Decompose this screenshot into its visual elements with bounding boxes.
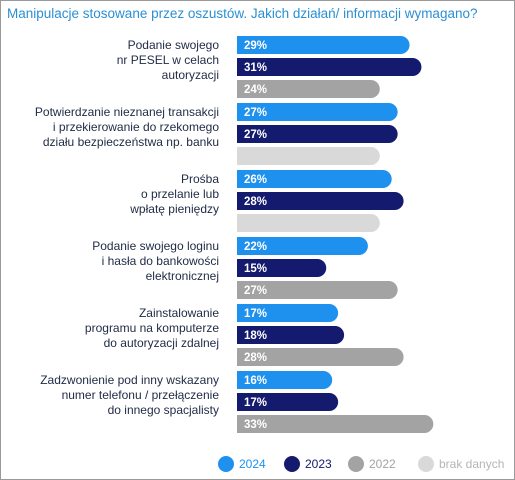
bar-2023 <box>237 125 398 143</box>
legend-label: 2024 <box>239 457 266 471</box>
legend-swatch <box>348 456 364 472</box>
bar-2022 <box>237 281 398 299</box>
category-label-line: Podanie swojego <box>128 38 220 52</box>
bar-value-label: 17% <box>244 397 267 409</box>
legend-label: brak danych <box>439 457 504 471</box>
bar-value-label: 16% <box>244 375 267 387</box>
legend-label: 2023 <box>305 457 332 471</box>
category-label: Podanie swojego nr PESEL w celach autoryza… <box>117 38 220 82</box>
category-label: Zadzwonienie pod inny wskazany numer tele… <box>40 373 219 417</box>
category-group: Podanie swojego nr PESEL w celach autoryza… <box>117 36 422 98</box>
category-group: Zainstalowanie programu na komputerze do a… <box>85 304 404 366</box>
category-label-line: Zadzwonienie pod inny wskazany <box>40 373 219 387</box>
bar-2022 <box>237 80 380 98</box>
legend-swatch <box>418 456 434 472</box>
category-label-line: działu bezpieczeństwa np. banku <box>43 135 219 149</box>
bar-2023 <box>237 326 345 344</box>
bar-2022 <box>237 348 404 366</box>
category-label-line: o przelanie lub <box>141 187 219 201</box>
category-label-line: programu na komputerze <box>85 321 219 335</box>
bar-value-label: 15% <box>244 263 267 275</box>
legend-item: 2022 <box>348 456 396 472</box>
category-label-line: Podanie swojego loginu <box>92 239 219 253</box>
bar-value-label: 28% <box>244 196 267 208</box>
category-label: Prośba o przelanie lub wpłatę pieniędzy <box>129 172 219 216</box>
bar-no-data <box>237 214 380 232</box>
bar-2024 <box>237 170 392 188</box>
category-label-line: numer telefonu / przełączenie <box>62 388 220 402</box>
legend: 2024 2023 2022 brak danych <box>218 456 504 472</box>
bar-no-data <box>237 147 380 165</box>
category-group: Podanie swojego loginu i hasła do bankowo… <box>92 237 398 299</box>
category-group: Potwierdzanie nieznanej transakcji i prze… <box>35 103 398 165</box>
category-label-line: i przekierowanie do rzekomego <box>53 120 219 134</box>
bar-2023 <box>237 259 327 277</box>
bar-value-label: 28% <box>244 352 267 364</box>
category-label-line: nr PESEL w celach <box>117 53 219 67</box>
category-group: Zadzwonienie pod inny wskazany numer tele… <box>40 371 434 433</box>
legend-swatch <box>284 456 300 472</box>
bar-2024 <box>237 36 410 54</box>
bar-value-label: 17% <box>244 308 267 320</box>
bar-value-label: 27% <box>244 107 267 119</box>
category-label: Podanie swojego loginu i hasła do bankowo… <box>92 239 219 283</box>
bar-value-label: 31% <box>244 62 267 74</box>
bar-2024 <box>237 371 333 389</box>
chart-title: Manipulacje stosowane przez oszustów. Ja… <box>7 6 477 21</box>
bar-value-label: 24% <box>244 84 267 96</box>
bar-value-label: 26% <box>244 174 267 186</box>
category-label-line: Prośba <box>181 172 219 186</box>
category-group: Prośba o przelanie lub wpłatę pieniędzy 26%… <box>129 170 404 232</box>
bar-2022 <box>237 415 434 433</box>
bar-value-label: 29% <box>244 40 267 52</box>
category-label-line: Zainstalowanie <box>139 306 219 320</box>
legend-item: 2023 <box>284 456 332 472</box>
category-label-line: do autoryzacji zdalnej <box>104 336 219 350</box>
bar-value-label: 33% <box>244 419 267 431</box>
bar-2024 <box>237 304 339 322</box>
bar-value-label: 27% <box>244 129 267 141</box>
category-label: Potwierdzanie nieznanej transakcji i prze… <box>35 105 219 149</box>
legend-item: brak danych <box>418 456 504 472</box>
bar-value-label: 22% <box>244 241 267 253</box>
category-label-line: autoryzacji <box>162 68 219 82</box>
category-label-line: wpłatę pieniędzy <box>129 202 219 216</box>
bar-2024 <box>237 103 398 121</box>
bar-2024 <box>237 237 368 255</box>
legend-label: 2022 <box>369 457 396 471</box>
category-label-line: elektronicznej <box>146 269 219 283</box>
legend-item: 2024 <box>218 456 266 472</box>
bar-value-label: 27% <box>244 285 267 297</box>
category-label-line: do innego spacjalisty <box>108 403 219 417</box>
bar-value-label: 18% <box>244 330 267 342</box>
category-label: Zainstalowanie programu na komputerze do a… <box>85 306 219 350</box>
category-label-line: Potwierdzanie nieznanej transakcji <box>35 105 219 119</box>
legend-swatch <box>218 456 234 472</box>
bars-layer: Podanie swojego nr PESEL w celach autoryza… <box>35 36 434 433</box>
bar-2023 <box>237 192 404 210</box>
bar-2023 <box>237 58 422 76</box>
bar-2023 <box>237 393 339 411</box>
category-label-line: i hasła do bankowości <box>102 254 219 268</box>
